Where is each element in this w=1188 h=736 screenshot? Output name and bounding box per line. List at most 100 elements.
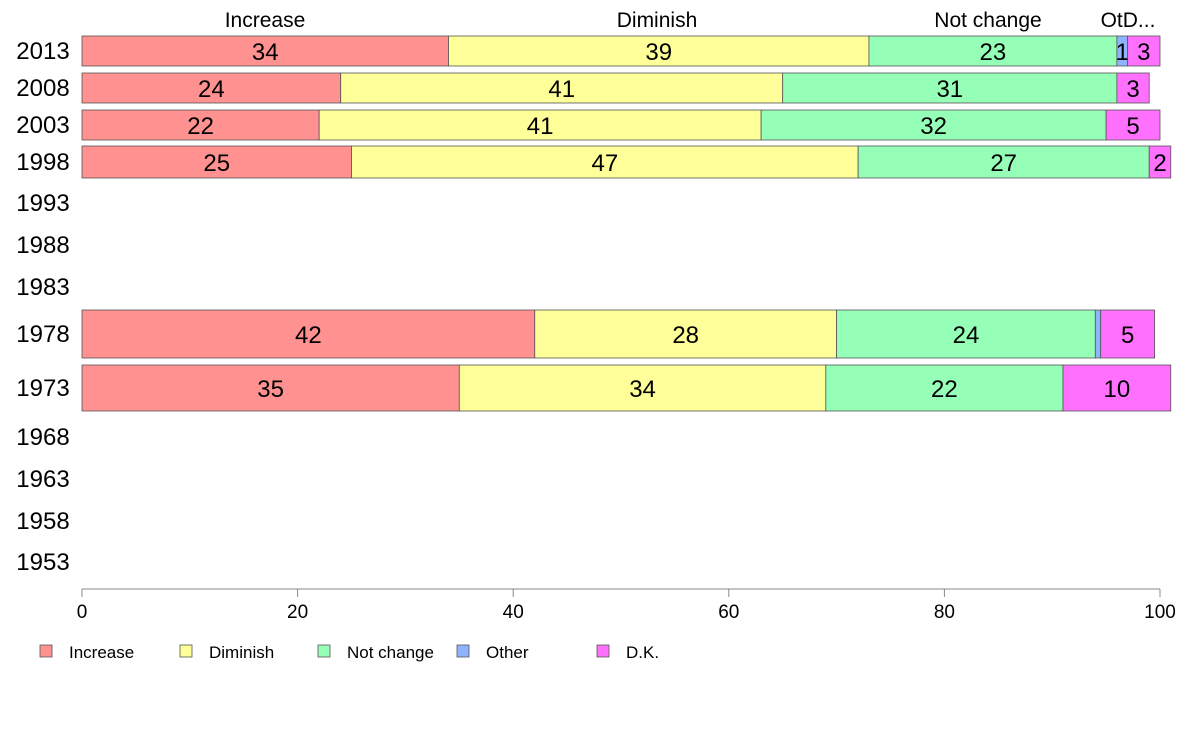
data-label: 34 [629,376,656,403]
row-1973: 1973 35 34 22 10 [16,364,1172,412]
bar-segment [81,72,342,104]
data-label: 5 [1126,113,1139,140]
year-label: 2013 [16,38,69,65]
data-label: 22 [187,113,214,140]
row-1968: 1968 [16,424,69,451]
column-header-3: Not change [934,9,1041,32]
legend-label: Not change [347,643,434,662]
bar-segment [1127,35,1161,67]
bar-segment [782,72,1118,104]
year-label: 1988 [16,232,69,259]
data-label: 42 [295,322,322,349]
year-label: 1968 [16,424,69,451]
bar-segment [825,364,1064,412]
year-label: 1993 [16,190,69,217]
column-header-4: OtD... [1101,9,1156,32]
bar-segment [448,35,870,67]
data-label: 39 [645,39,672,66]
year-label: 1978 [16,321,69,348]
legend-label: Increase [69,643,134,662]
data-label: 32 [920,113,947,140]
row-1998: 1998 25 47 27 2 [16,145,1172,179]
year-label: 1958 [16,508,69,535]
data-label: 41 [548,76,575,103]
data-label: 35 [257,376,284,403]
bar-segment [836,309,1096,359]
bar-segment [318,109,762,141]
row-2003: 2003 22 41 32 5 [16,109,1161,141]
data-label: 28 [672,322,699,349]
bar-segment [1094,309,1102,359]
x-tick-label: 100 [1144,602,1176,623]
year-label: 1953 [16,549,69,576]
year-label: 1963 [16,466,69,493]
legend-label: Other [486,643,529,662]
data-label: 41 [527,113,554,140]
column-header-1: Increase [225,9,306,32]
data-label: 10 [1104,376,1131,403]
row-1988: 1988 [16,232,69,259]
year-label: 2008 [16,75,69,102]
bar-segment [1116,72,1150,104]
bar-segment [81,364,460,412]
data-label: 3 [1126,76,1139,103]
data-label: 5 [1121,322,1134,349]
bar-segment [81,145,352,179]
year-label: 1973 [16,375,69,402]
x-tick-label: 40 [503,602,524,623]
legend-swatch [456,644,470,658]
data-label: 34 [252,39,279,66]
legend-label: D.K. [626,643,659,662]
data-label: 3 [1137,39,1150,66]
legend-swatch [317,644,331,658]
row-1978: 1978 42 28 24 5 [16,309,1156,359]
row-1953: 1953 [16,549,69,576]
legend-swatch [179,644,193,658]
bar-segment [1105,109,1161,141]
year-label: 2003 [16,112,69,139]
data-label: 1 [1116,39,1129,66]
row-1963: 1963 [16,466,69,493]
bar-segment [868,35,1118,67]
bar-segment [760,109,1107,141]
x-tick-label: 0 [77,602,88,623]
x-tick-label: 80 [934,602,955,623]
data-label: 24 [953,322,980,349]
legend: Increase Diminish Not change Other D.K. [39,643,659,662]
bar-segment [81,309,536,359]
row-2008: 2008 24 41 31 3 [16,72,1150,104]
data-label: 31 [936,76,963,103]
row-1993: 1993 [16,190,69,217]
row-2013: 2013 34 39 23 1 3 [16,35,1161,67]
x-tick-label: 60 [718,602,739,623]
bar-segment [857,145,1150,179]
legend-swatch [39,644,53,658]
x-tick-label: 20 [287,602,308,623]
bar-segment [1062,364,1172,412]
column-header-2: Diminish [617,9,698,32]
legend-label: Diminish [209,643,274,662]
data-label: 27 [990,150,1017,177]
x-axis: 0 20 40 60 80 100 [77,588,1176,623]
bar-segment [534,309,838,359]
row-1983: 1983 [16,274,69,301]
bar-segment [1148,145,1172,179]
data-label: 47 [591,150,618,177]
row-1958: 1958 [16,508,69,535]
bar-segment [81,35,449,67]
data-label: 25 [203,150,230,177]
data-label: 2 [1153,150,1166,177]
column-headers: Increase Diminish Not change OtD... [225,9,1156,32]
bar-segment [351,145,859,179]
bar-segment [81,109,320,141]
bar-segment [1100,309,1156,359]
bar-segment [340,72,784,104]
data-label: 24 [198,76,225,103]
data-label: 23 [980,39,1007,66]
data-label: 22 [931,376,958,403]
legend-swatch [596,644,610,658]
year-label: 1983 [16,274,69,301]
year-label: 1998 [16,149,69,176]
